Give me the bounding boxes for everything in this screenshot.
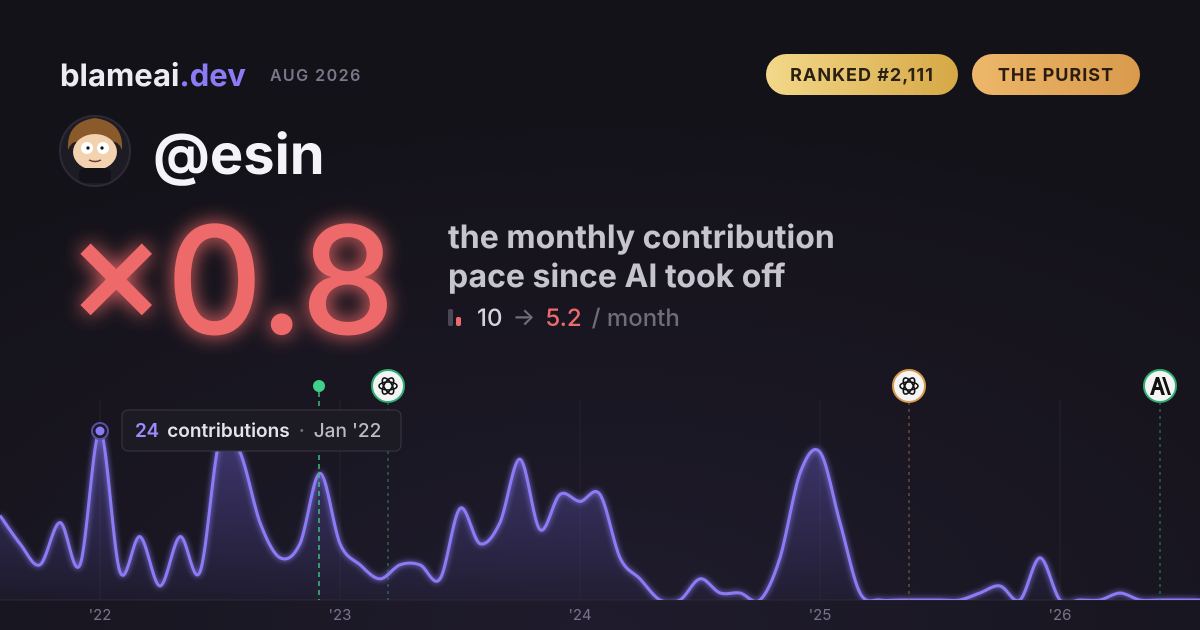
- x-tick-label: '22: [89, 605, 112, 624]
- tooltip-separator: ·: [299, 419, 305, 442]
- event-icon: [892, 369, 926, 403]
- openai-logo: [899, 377, 919, 395]
- brand: blameai.dev: [60, 57, 246, 94]
- pace-unit: / month: [592, 303, 680, 332]
- handle: @esin: [153, 120, 325, 188]
- plot: '22 '23 '24 '25 '26: [0, 400, 1200, 624]
- tooltip-box: [121, 409, 402, 452]
- date: AUG 2026: [270, 65, 362, 85]
- description-line: pace since AI took off: [448, 256, 786, 295]
- tooltip-value: 24: [135, 419, 159, 442]
- event-icon: [371, 369, 405, 403]
- pace-arrow: →: [512, 303, 535, 332]
- badge: [972, 54, 1140, 95]
- description-line: the monthly contribution: [448, 217, 835, 256]
- tooltip-date: Jan '22: [314, 419, 382, 442]
- x-tick-label: '24: [568, 605, 591, 624]
- area: [0, 429, 1200, 600]
- x-tick-label: '26: [1049, 605, 1072, 624]
- pace-icon: [456, 317, 461, 326]
- badge: [766, 54, 958, 95]
- line: [0, 428, 1200, 600]
- avatar: [59, 115, 131, 187]
- brand-name: blameai: [60, 57, 179, 94]
- openai-logo: [378, 377, 398, 395]
- pace-icon: [448, 309, 453, 326]
- x-tick-label: '25: [809, 605, 832, 624]
- anthropic-logo: [1150, 377, 1171, 395]
- badge-label: RANKED #2,111: [790, 65, 934, 86]
- brand-tld: .dev: [179, 57, 246, 94]
- tooltip-text: 24 contributions · Jan '22: [135, 419, 381, 442]
- event-dot: [313, 380, 325, 392]
- tooltip: 24 contributions · Jan '22: [121, 409, 402, 452]
- badge-label: THE PURIST: [998, 65, 1114, 86]
- multiplier: ×0.8: [66, 190, 395, 371]
- event-markers: [313, 369, 1177, 600]
- tooltip-label: contributions: [167, 419, 289, 442]
- pace-before: 10: [477, 303, 502, 332]
- x-tick-label: '23: [329, 605, 352, 624]
- pace: 10 → 5.2 / month: [477, 303, 680, 332]
- highlight-point: [95, 426, 105, 436]
- pace-after: 5.2: [545, 303, 581, 332]
